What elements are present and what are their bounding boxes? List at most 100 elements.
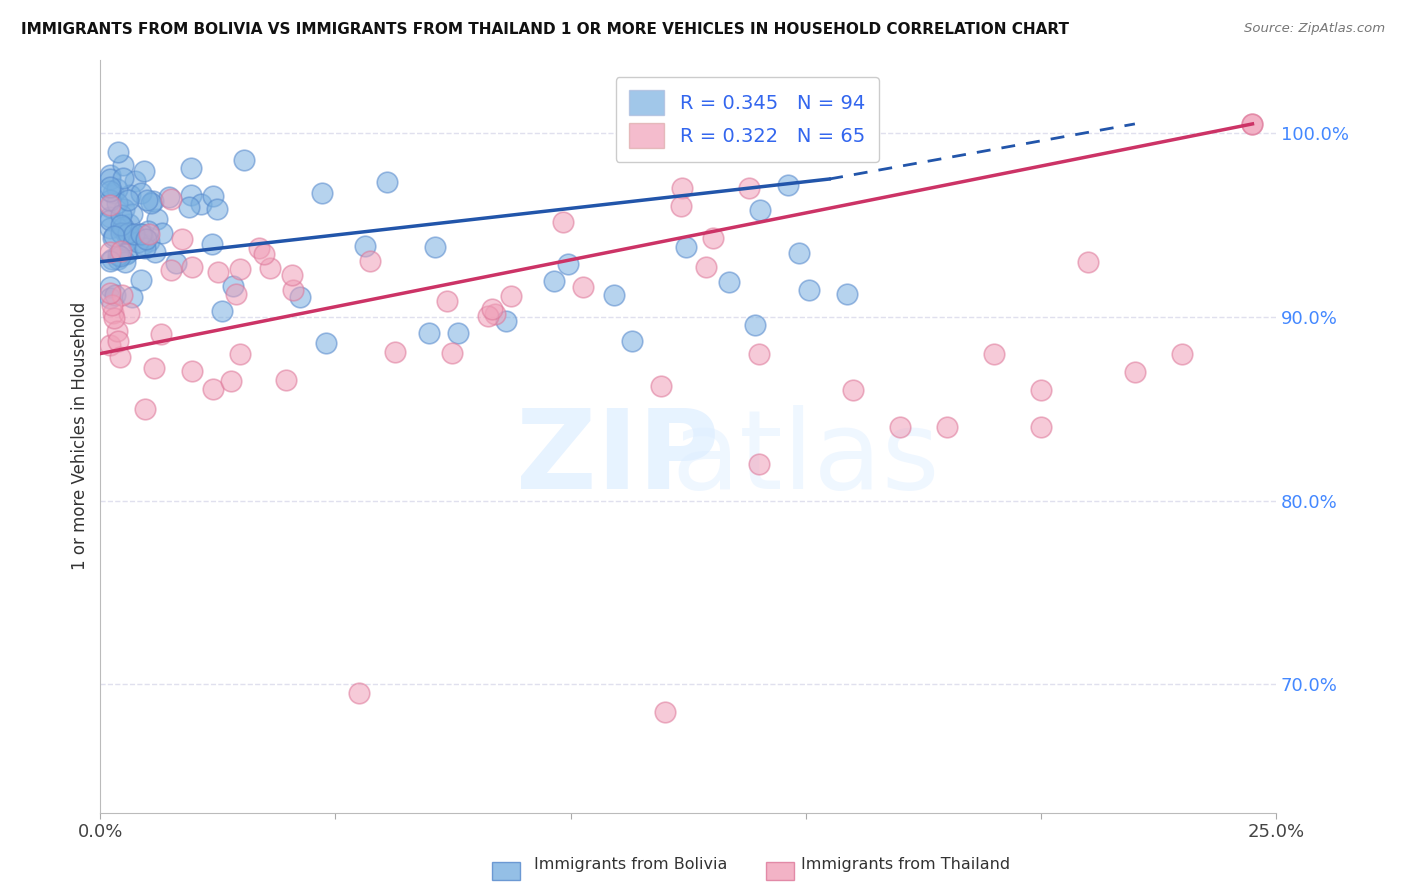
Point <box>253 247 276 261</box>
Point <box>179 200 201 214</box>
Point <box>98 244 121 259</box>
FancyBboxPatch shape <box>766 862 794 880</box>
Point <box>748 457 770 471</box>
Point <box>744 318 766 332</box>
Point <box>571 280 593 294</box>
Point <box>229 347 252 361</box>
Point <box>120 188 142 202</box>
Point <box>110 244 132 258</box>
Point <box>190 197 212 211</box>
Point <box>115 247 138 261</box>
Point <box>441 346 464 360</box>
Point <box>101 298 124 312</box>
Point <box>98 338 121 352</box>
Legend: R = 0.345   N = 94, R = 0.322   N = 65: R = 0.345 N = 94, R = 0.322 N = 65 <box>616 77 879 161</box>
Point <box>98 200 121 214</box>
Point <box>149 327 172 342</box>
Point <box>98 286 121 301</box>
Point <box>1029 420 1052 434</box>
Point <box>315 336 337 351</box>
Point <box>1077 254 1099 268</box>
Text: Source: ZipAtlas.com: Source: ZipAtlas.com <box>1244 22 1385 36</box>
Point <box>202 188 225 202</box>
Point <box>142 194 165 208</box>
Point <box>889 420 911 434</box>
Point <box>110 350 132 364</box>
Point <box>145 245 167 260</box>
Point <box>201 237 224 252</box>
Point <box>98 211 121 225</box>
Point <box>211 304 233 318</box>
Point <box>288 290 311 304</box>
Point <box>131 227 153 241</box>
Point <box>281 268 304 282</box>
Point <box>1123 365 1146 379</box>
Point <box>129 273 152 287</box>
Point <box>650 378 672 392</box>
Point <box>98 292 121 306</box>
Point <box>124 174 146 188</box>
Point <box>477 310 499 324</box>
Point <box>111 287 134 301</box>
Point <box>347 686 370 700</box>
Point <box>111 158 134 172</box>
Point <box>135 193 157 207</box>
Point <box>1241 117 1264 131</box>
Point <box>229 262 252 277</box>
Point <box>180 364 202 378</box>
Point <box>702 231 724 245</box>
Point <box>111 222 134 236</box>
Point <box>983 346 1005 360</box>
Point <box>105 325 128 339</box>
Point <box>423 240 446 254</box>
Point <box>447 326 470 341</box>
Point <box>675 239 697 253</box>
Point <box>1171 346 1194 360</box>
Point <box>654 705 676 719</box>
Point <box>122 227 145 242</box>
Point <box>718 275 741 289</box>
Point <box>132 164 155 178</box>
Point <box>117 193 139 207</box>
Point <box>117 233 139 247</box>
Point <box>107 145 129 160</box>
Y-axis label: 1 or more Vehicles in Household: 1 or more Vehicles in Household <box>72 302 89 570</box>
Point <box>98 254 121 268</box>
Point <box>110 218 132 232</box>
Point <box>101 186 124 201</box>
Point <box>138 234 160 248</box>
Point <box>118 306 141 320</box>
Point <box>101 231 124 245</box>
Point <box>98 193 121 207</box>
Point <box>219 374 242 388</box>
Point <box>98 184 121 198</box>
Point <box>101 306 124 320</box>
Point <box>134 401 156 416</box>
Point <box>495 314 517 328</box>
Point <box>112 220 135 235</box>
Point <box>201 382 224 396</box>
Point <box>484 307 506 321</box>
Point <box>103 310 125 325</box>
Point <box>172 232 194 246</box>
Point <box>375 175 398 189</box>
Point <box>620 334 643 348</box>
Point <box>107 182 129 196</box>
Point <box>384 344 406 359</box>
Point <box>776 178 799 192</box>
Point <box>1029 384 1052 398</box>
Point <box>671 181 693 195</box>
Point <box>247 241 270 255</box>
Point <box>107 248 129 262</box>
Point <box>101 252 124 266</box>
Point <box>107 334 129 349</box>
Point <box>114 254 136 268</box>
Point <box>738 181 761 195</box>
Point <box>225 286 247 301</box>
Point <box>160 263 183 277</box>
Point <box>311 186 333 200</box>
Point <box>110 208 132 222</box>
Point <box>557 257 579 271</box>
Point <box>553 215 575 229</box>
Point <box>157 190 180 204</box>
